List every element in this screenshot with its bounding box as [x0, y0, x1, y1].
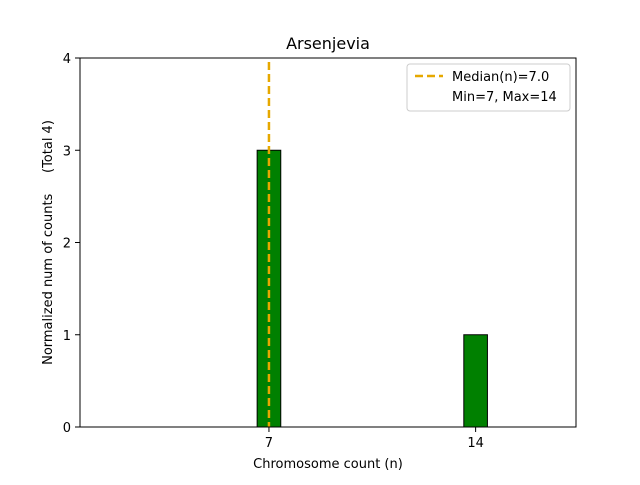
bar-7 — [256, 149, 282, 428]
bars-group — [256, 149, 488, 428]
x-tick-label-14: 14 — [467, 436, 484, 451]
bar-14 — [463, 334, 488, 428]
y-tick-label-3: 3 — [63, 144, 71, 159]
legend-entry-minmax: Min=7, Max=14 — [452, 90, 557, 105]
y-axis-label: Normalized num of counts (Total 4) — [41, 120, 56, 365]
x-tick-label-7: 7 — [265, 436, 273, 451]
y-tick-label-4: 4 — [63, 52, 71, 67]
x-ticks: 7 14 — [265, 427, 484, 451]
y-ticks: 0 1 2 3 4 — [63, 52, 80, 436]
chart-title: Arsenjevia — [286, 34, 370, 53]
legend-box — [406, 63, 571, 112]
legend-entry-median: Median(n)=7.0 — [452, 70, 549, 85]
plot-frame — [79, 57, 577, 428]
y-tick-label-2: 2 — [63, 237, 71, 252]
x-axis-label: Chromosome count (n) — [253, 457, 403, 472]
y-tick-label-1: 1 — [63, 329, 71, 344]
y-tick-label-0: 0 — [63, 421, 71, 436]
legend: Median(n)=7.0 Min=7, Max=14 — [406, 63, 571, 112]
